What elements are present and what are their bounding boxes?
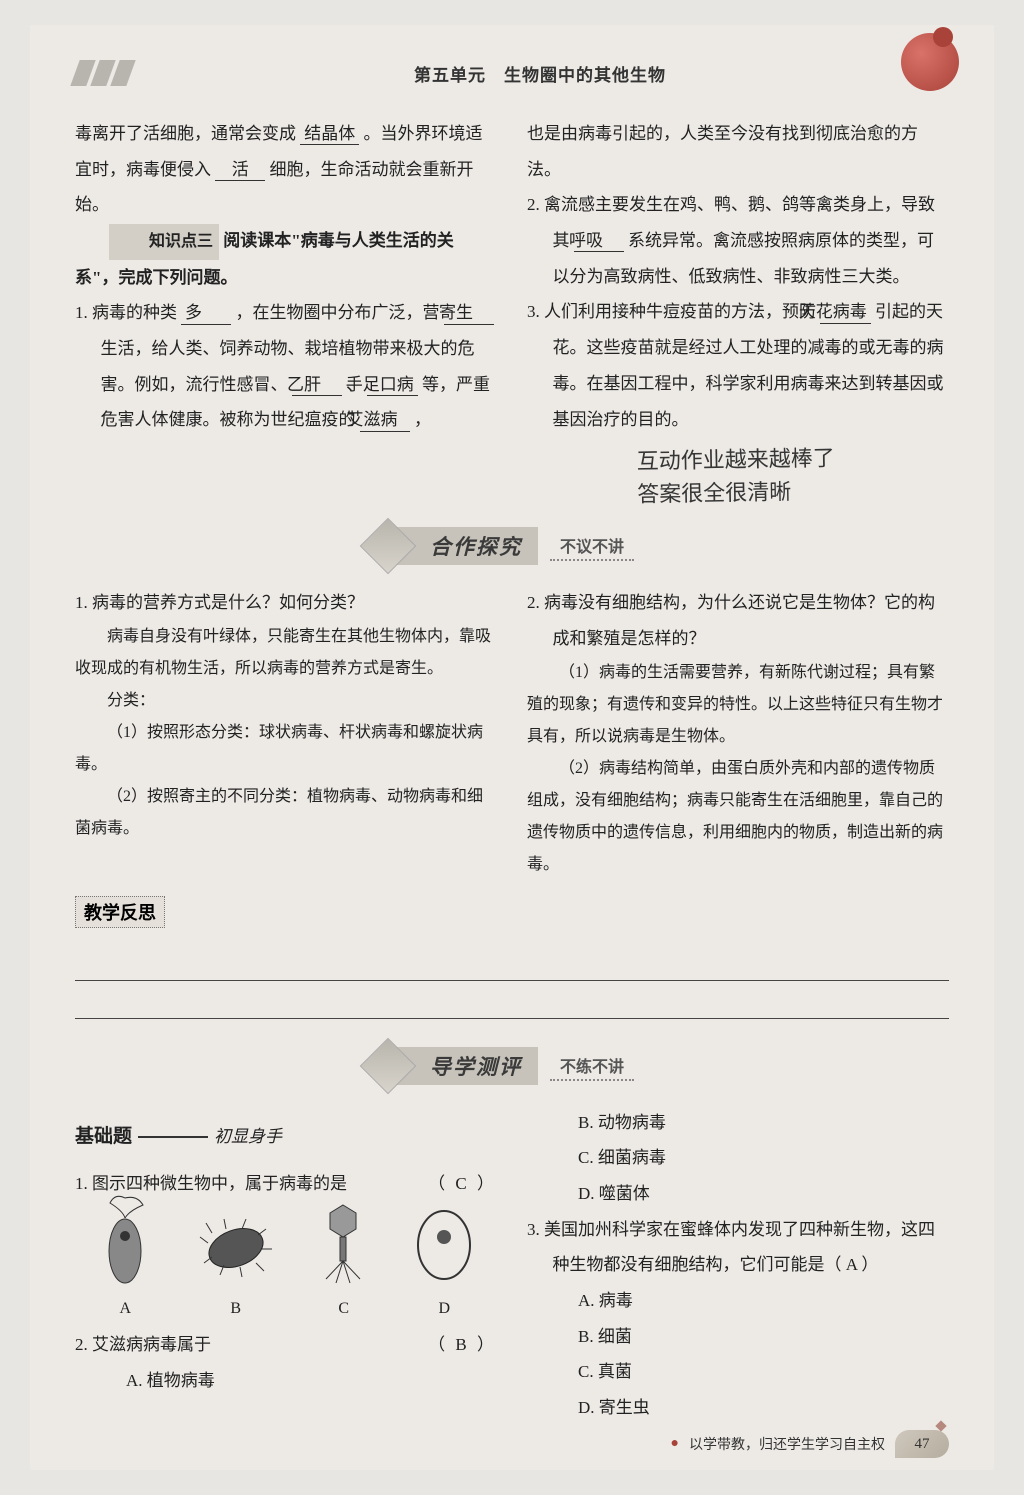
q3-option-a: A. 病毒 — [527, 1283, 949, 1319]
unit-title: 第五单元 生物圈中的其他生物 — [131, 61, 949, 86]
q2-option-b: B. 动物病毒 — [527, 1105, 949, 1141]
q3-option-c: C. 真菌 — [527, 1354, 949, 1390]
fill-blank[interactable]: 结晶体 — [300, 124, 359, 145]
answer-paren: （ B ） — [428, 1327, 497, 1363]
section-banner-cooperation: 合作探究 不议不讲 — [75, 527, 949, 565]
banner-title: 合作探究 — [390, 527, 538, 565]
banner-title: 导学测评 — [390, 1047, 538, 1085]
header-stripes — [75, 60, 131, 86]
bacterium-icon — [196, 1193, 276, 1288]
answer-text: （2）病毒结构简单，由蛋白质外壳和内部的遗传物质组成，没有细胞结构；病毒只能寄生… — [527, 753, 949, 881]
page-number: 47 — [895, 1430, 949, 1458]
fill-blank[interactable]: 寄生 — [444, 303, 494, 324]
header: 第五单元 生物圈中的其他生物 — [75, 55, 949, 91]
q2-option-a: A. 植物病毒 — [75, 1363, 497, 1399]
fill-blank[interactable]: 天花病毒 — [820, 302, 871, 323]
cooperation-section: 1. 病毒的营养方式是什么？如何分类？ 病毒自身没有叶绿体，只能寄生在其他生物体… — [75, 585, 949, 880]
answer-text: （1）按照形态分类：球状病毒、杆状病毒和螺旋状病毒。 — [75, 717, 497, 781]
knowledge-point: 知识点三 阅读课本"病毒与人类生活的关系"，完成下列问题。 — [75, 223, 497, 295]
eval-right-col: B. 动物病毒 C. 细菌病毒 D. 噬菌体 3. 美国加州科学家在蜜蜂体内发现… — [527, 1105, 949, 1426]
euglena-icon — [95, 1193, 155, 1288]
yeast-icon — [412, 1193, 477, 1288]
q3-option-b: B. 细菌 — [527, 1319, 949, 1355]
microbe-a: A — [95, 1193, 155, 1326]
fill-blank[interactable]: 活 — [215, 160, 265, 181]
banner-subtitle: 不议不讲 — [550, 531, 634, 561]
question-1: 1. 病毒的种类 多 ，在生物圈中分布广泛，营 寄生 生活，给人类、饲养动物、栽… — [75, 295, 497, 438]
microbe-b: B — [196, 1193, 276, 1326]
reflection-label: 教学反思 — [75, 896, 165, 928]
coop-q2: 2. 病毒没有细胞结构，为什么还说它是生物体？它的构成和繁殖是怎样的？ — [527, 585, 949, 656]
answer-text: 病毒自身没有叶绿体，只能寄生在其他生物体内，靠吸收现成的有机物生活，所以病毒的营… — [75, 621, 497, 685]
footer-text: 以学带教，归还学生学习自主权 — [689, 1434, 885, 1454]
subsection-title: 基础题 初显身手 — [75, 1117, 497, 1157]
q3-option-d: D. 寄生虫 — [527, 1390, 949, 1426]
bullet-icon: ● — [671, 1436, 679, 1452]
coop-q1: 1. 病毒的营养方式是什么？如何分类？ — [75, 585, 497, 621]
fill-blank[interactable]: 乙肝 — [292, 375, 342, 396]
footer: ● 以学带教，归还学生学习自主权 47 — [75, 1430, 949, 1458]
question-3: 3. 人们利用接种牛痘疫苗的方法，预防 天花病毒 引起的天花。这些疫苗就是经过人… — [527, 294, 949, 437]
fill-blank[interactable]: 艾滋病 — [360, 410, 410, 431]
answer-text: （2）按照寄主的不同分类：植物病毒、动物病毒和细菌病毒。 — [75, 781, 497, 845]
top-left-col: 毒离开了活细胞，通常会变成 结晶体 。当外界环境适宜时，病毒便侵入 活 细胞，生… — [75, 116, 497, 509]
reflection-section: 教学反思 — [75, 881, 949, 1019]
microbe-c: C — [316, 1193, 371, 1326]
reflection-lines[interactable] — [75, 943, 949, 1019]
top-section: 毒离开了活细胞，通常会变成 结晶体 。当外界环境适宜时，病毒便侵入 活 细胞，生… — [75, 116, 949, 509]
bacteriophage-icon — [316, 1193, 371, 1288]
answer-text: （1）病毒的生活需要营养，有新陈代谢过程；具有繁殖的现象；有遗传和变异的特性。以… — [527, 657, 949, 753]
mascot-icon — [901, 33, 959, 91]
paragraph: 毒离开了活细胞，通常会变成 结晶体 。当外界环境适宜时，病毒便侵入 活 细胞，生… — [75, 116, 497, 223]
microbe-d: D — [412, 1193, 477, 1326]
top-right-col: 也是由病毒引起的，人类至今没有找到彻底治愈的方法。 2. 禽流感主要发生在鸡、鸭… — [527, 116, 949, 509]
coop-left-col: 1. 病毒的营养方式是什么？如何分类？ 病毒自身没有叶绿体，只能寄生在其他生物体… — [75, 585, 497, 880]
answer-text: 分类： — [75, 685, 497, 717]
section-banner-evaluation: 导学测评 不练不讲 — [75, 1047, 949, 1085]
q2-option-d: D. 噬菌体 — [527, 1176, 949, 1212]
fill-blank[interactable]: 呼吸 — [574, 231, 624, 252]
eval-q2: 2. 艾滋病病毒属于 （ B ） — [75, 1327, 497, 1363]
handwritten-note: 互动作业越来越棒了 答案很全很清晰 — [526, 440, 949, 513]
paragraph: 也是由病毒引起的，人类至今没有找到彻底治愈的方法。 — [527, 116, 949, 187]
coop-right-col: 2. 病毒没有细胞结构，为什么还说它是生物体？它的构成和繁殖是怎样的？ （1）病… — [527, 585, 949, 880]
microbe-figures: A B — [75, 1210, 497, 1325]
fill-blank[interactable]: 多 — [181, 303, 231, 324]
question-2: 2. 禽流感主要发生在鸡、鸭、鹅、鸽等禽类身上，导致其 呼吸 系统异常。禽流感按… — [527, 187, 949, 294]
q2-option-c: C. 细菌病毒 — [527, 1140, 949, 1176]
fill-blank[interactable]: 手足口病 — [367, 375, 418, 396]
banner-subtitle: 不练不讲 — [550, 1051, 634, 1081]
evaluation-section: 基础题 初显身手 1. 图示四种微生物中，属于病毒的是 （ C ） A — [75, 1105, 949, 1426]
eval-left-col: 基础题 初显身手 1. 图示四种微生物中，属于病毒的是 （ C ） A — [75, 1105, 497, 1426]
eval-q3: 3. 美国加州科学家在蜜蜂体内发现了四种新生物，这四种生物都没有细胞结构，它们可… — [527, 1212, 949, 1283]
page: 第五单元 生物圈中的其他生物 毒离开了活细胞，通常会变成 结晶体 。当外界环境适… — [30, 25, 994, 1470]
point-label: 知识点三 — [109, 224, 219, 260]
